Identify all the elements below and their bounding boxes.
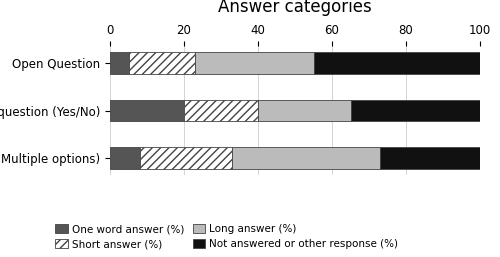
Bar: [110, 148, 140, 169]
Bar: [195, 52, 314, 74]
Legend: One word answer (%), Short answer (%), Long answer (%), Not answered or other re: One word answer (%), Short answer (%), L…: [55, 224, 398, 249]
Bar: [184, 100, 258, 121]
Bar: [140, 148, 232, 169]
Bar: [350, 100, 480, 121]
Bar: [258, 100, 350, 121]
Bar: [110, 100, 184, 121]
Bar: [110, 52, 128, 74]
Bar: [380, 148, 480, 169]
Bar: [128, 52, 195, 74]
Bar: [314, 52, 480, 74]
Bar: [232, 148, 380, 169]
Title: Answer categories: Answer categories: [218, 0, 372, 16]
